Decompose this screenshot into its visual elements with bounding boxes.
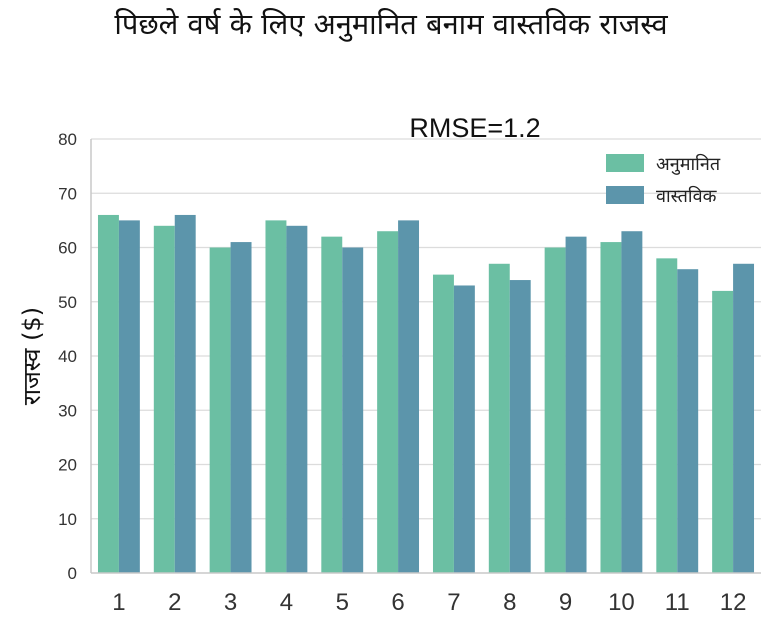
bar-estimated bbox=[600, 242, 622, 573]
x-tick-label: 10 bbox=[608, 589, 635, 616]
grid-lines bbox=[91, 138, 761, 520]
bar-estimated bbox=[321, 236, 343, 573]
x-tick-label: 6 bbox=[391, 589, 404, 616]
bar-actual bbox=[509, 280, 531, 573]
x-tick-label: 7 bbox=[447, 589, 460, 616]
y-tick-label: 50 bbox=[58, 293, 77, 312]
y-tick-labels: 0 10 20 30 40 50 60 70 80 bbox=[58, 130, 77, 583]
bar-actual bbox=[565, 236, 587, 573]
bar-actual bbox=[621, 231, 643, 573]
x-tick-label: 9 bbox=[559, 589, 572, 616]
x-tick-label: 8 bbox=[503, 589, 516, 616]
y-axis-label: राजस्व ($) bbox=[18, 307, 46, 405]
bar-estimated bbox=[712, 290, 734, 573]
x-tick-label: 11 bbox=[665, 589, 690, 616]
bar-estimated bbox=[544, 247, 566, 573]
x-tick-labels: 1 2 3 4 5 6 7 8 9 10 11 12 bbox=[112, 589, 746, 616]
x-tick-label: 4 bbox=[280, 589, 293, 616]
bar-actual bbox=[733, 263, 755, 573]
y-tick-label: 10 bbox=[58, 510, 77, 529]
legend-swatch bbox=[606, 186, 644, 204]
bars bbox=[97, 214, 755, 574]
bar-actual bbox=[342, 247, 364, 573]
legend-swatch bbox=[606, 154, 644, 172]
bar-actual bbox=[398, 220, 420, 573]
chart-title: पिछले वर्ष के लिए अनुमानित बनाम वास्तविक… bbox=[114, 7, 668, 41]
bar-estimated bbox=[97, 214, 119, 573]
y-tick-label: 0 bbox=[68, 564, 77, 583]
bar-estimated bbox=[153, 225, 175, 574]
bar-estimated bbox=[377, 231, 399, 573]
x-tick-label: 2 bbox=[168, 589, 181, 616]
legend-label: वास्तविक bbox=[656, 185, 718, 207]
bar-actual bbox=[174, 214, 196, 573]
y-tick-label: 20 bbox=[58, 456, 77, 475]
x-tick-label: 5 bbox=[336, 589, 349, 616]
legend-label: अनुमानित bbox=[656, 153, 721, 175]
rmse-annotation: RMSE=1.2 bbox=[409, 113, 540, 143]
y-tick-label: 70 bbox=[58, 184, 77, 203]
bar-actual bbox=[118, 220, 140, 573]
bar-actual bbox=[677, 269, 699, 573]
bar-estimated bbox=[265, 220, 287, 573]
bar-estimated bbox=[432, 274, 454, 573]
bar-actual bbox=[230, 242, 252, 573]
bar-actual bbox=[286, 225, 308, 574]
legend: अनुमानित वास्तविक bbox=[606, 153, 721, 207]
y-tick-label: 30 bbox=[58, 401, 77, 420]
y-tick-label: 40 bbox=[58, 347, 77, 366]
bar-estimated bbox=[656, 258, 678, 573]
bar-estimated bbox=[488, 263, 510, 573]
x-tick-label: 12 bbox=[720, 589, 747, 616]
y-tick-label: 60 bbox=[58, 239, 77, 258]
bar-estimated bbox=[209, 247, 231, 573]
bar-actual bbox=[453, 285, 475, 573]
x-tick-label: 1 bbox=[112, 589, 125, 616]
x-tick-label: 3 bbox=[224, 589, 237, 616]
y-tick-label: 80 bbox=[58, 130, 77, 149]
